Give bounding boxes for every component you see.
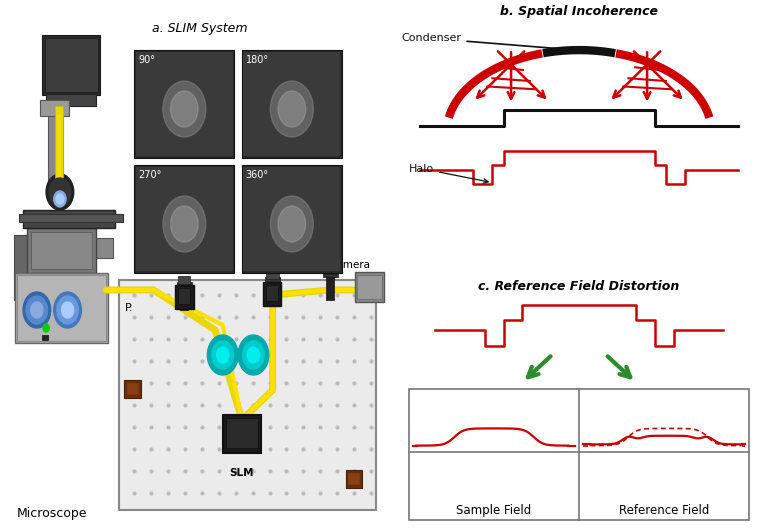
Circle shape xyxy=(247,347,260,363)
Bar xyxy=(263,282,281,306)
Text: a. SLIM System: a. SLIM System xyxy=(152,22,247,35)
Circle shape xyxy=(270,81,313,137)
Circle shape xyxy=(243,341,264,369)
Bar xyxy=(136,52,233,156)
Bar xyxy=(27,228,96,273)
Bar xyxy=(242,165,342,273)
Circle shape xyxy=(170,206,198,242)
Circle shape xyxy=(23,292,51,328)
Bar xyxy=(269,280,276,305)
Circle shape xyxy=(54,292,81,328)
Circle shape xyxy=(207,335,238,375)
Bar xyxy=(266,285,278,301)
Circle shape xyxy=(46,174,74,210)
Bar xyxy=(55,106,63,186)
Bar xyxy=(134,165,234,273)
Circle shape xyxy=(163,81,206,137)
Bar xyxy=(14,235,29,300)
Polygon shape xyxy=(119,280,376,510)
Bar xyxy=(96,238,113,258)
Circle shape xyxy=(61,302,74,318)
Circle shape xyxy=(56,194,64,204)
Bar xyxy=(178,288,190,304)
Bar xyxy=(40,100,69,116)
Circle shape xyxy=(57,296,78,324)
Circle shape xyxy=(212,341,233,369)
Circle shape xyxy=(43,324,49,332)
Bar xyxy=(265,277,280,282)
Bar xyxy=(124,380,141,398)
Circle shape xyxy=(49,178,71,206)
Bar xyxy=(346,470,362,488)
Text: c. Reference Field Distortion: c. Reference Field Distortion xyxy=(478,280,680,293)
Bar xyxy=(226,418,258,448)
Bar xyxy=(180,285,188,310)
Text: b. Spatial Incoherence: b. Spatial Incoherence xyxy=(500,5,658,18)
Bar xyxy=(15,273,108,343)
Text: SLM: SLM xyxy=(230,468,254,478)
Circle shape xyxy=(54,191,66,207)
Text: Microscope: Microscope xyxy=(17,507,88,520)
Bar xyxy=(223,415,261,453)
Circle shape xyxy=(163,196,206,252)
Circle shape xyxy=(217,347,229,363)
Bar xyxy=(46,94,96,106)
Bar xyxy=(348,473,360,485)
Bar xyxy=(48,106,63,186)
Bar xyxy=(323,272,338,277)
Circle shape xyxy=(31,302,43,318)
Bar xyxy=(42,35,100,95)
Bar xyxy=(57,115,61,177)
Bar xyxy=(355,272,384,302)
Text: 360°: 360° xyxy=(246,170,269,180)
Bar xyxy=(23,210,115,228)
Bar xyxy=(242,50,342,158)
Circle shape xyxy=(270,196,313,252)
Bar xyxy=(127,383,139,395)
Bar xyxy=(19,214,123,222)
Bar xyxy=(175,285,194,309)
Bar xyxy=(178,276,190,284)
Text: Halo: Halo xyxy=(409,164,488,183)
Circle shape xyxy=(26,296,48,324)
Text: 90°: 90° xyxy=(138,55,155,65)
Bar xyxy=(42,335,48,340)
Text: Sample Field: Sample Field xyxy=(456,504,531,517)
Circle shape xyxy=(278,91,306,127)
Text: 180°: 180° xyxy=(246,55,269,65)
Text: Reference Field: Reference Field xyxy=(619,504,710,517)
Text: 270°: 270° xyxy=(138,170,161,180)
Text: P.: P. xyxy=(125,303,134,313)
Bar xyxy=(134,50,234,158)
Text: Condenser: Condenser xyxy=(402,33,611,55)
Bar xyxy=(326,275,334,300)
Bar xyxy=(31,232,92,269)
Bar xyxy=(177,282,192,287)
Circle shape xyxy=(278,206,306,242)
Circle shape xyxy=(170,91,198,127)
Bar xyxy=(243,52,340,156)
Text: Camera: Camera xyxy=(329,260,370,270)
Bar xyxy=(357,275,382,299)
Bar xyxy=(409,389,749,521)
Bar xyxy=(243,167,340,271)
Circle shape xyxy=(238,335,269,375)
Bar xyxy=(324,266,336,274)
Bar xyxy=(266,271,279,279)
Bar xyxy=(136,167,233,271)
Bar xyxy=(17,275,106,341)
Bar xyxy=(45,38,98,92)
